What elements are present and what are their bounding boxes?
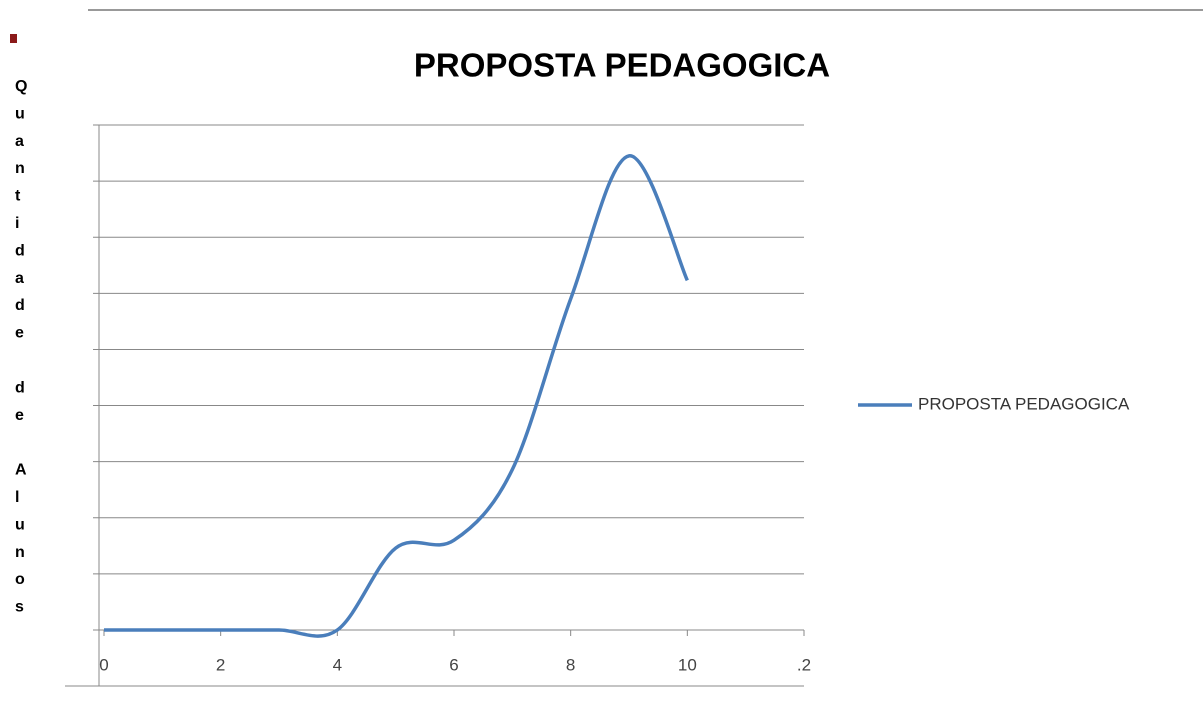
bullet xyxy=(10,34,17,43)
x-tick-label: 0 xyxy=(99,655,108,674)
x-tick-label: .2 xyxy=(797,655,811,674)
chart-title: PROPOSTA PEDAGOGICA xyxy=(414,47,830,84)
x-tick-label: 4 xyxy=(333,655,342,674)
x-tick-label: 8 xyxy=(566,655,575,674)
x-tick-label: 10 xyxy=(678,655,697,674)
series-line xyxy=(104,154,689,638)
legend-label: PROPOSTA PEDAGOGICA xyxy=(918,394,1130,413)
x-tick-label: 6 xyxy=(449,655,458,674)
x-tick-label: 2 xyxy=(216,655,225,674)
